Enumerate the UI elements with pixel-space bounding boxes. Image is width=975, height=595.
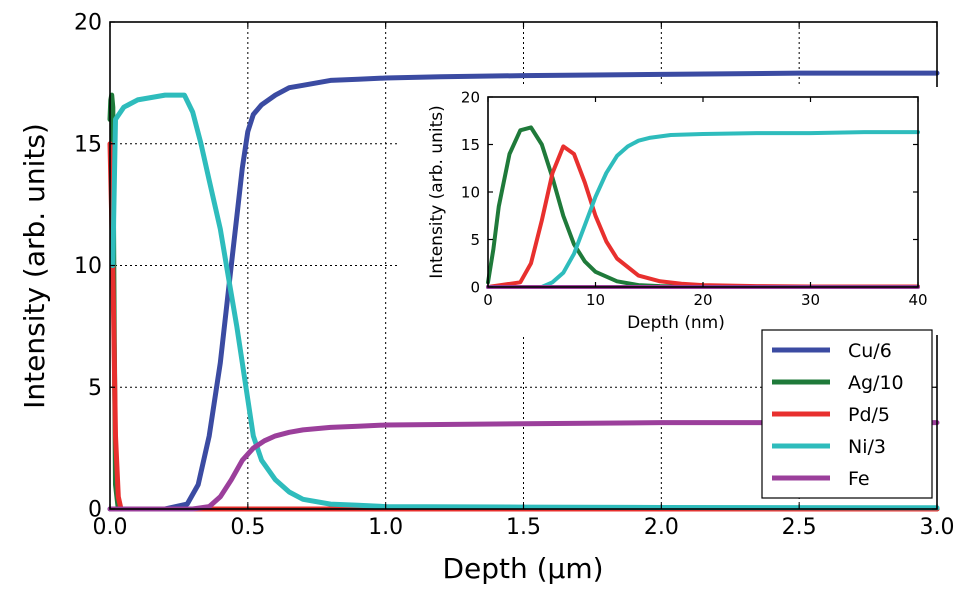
legend: Cu/6 Ag/10 Pd/5 Ni/3 Fe [761, 329, 933, 499]
main-series-fe [107, 420, 940, 512]
inset-y-tick-label: 15 [461, 136, 480, 154]
main-y-tick-label: 15 [74, 132, 102, 157]
inset-y-tick-label: 0 [470, 278, 480, 296]
main-x-tick-label: 2.5 [782, 515, 817, 540]
inset-series-ni-3 [486, 130, 920, 289]
inset-x-axis-label: Depth (nm) [627, 313, 725, 333]
inset-chart: 0 10 20 30 40 0 5 10 15 20 Intensity (arb. units)… [398, 87, 942, 335]
inset-y-axis-label: Intensity (arb. units) [427, 105, 447, 278]
inset-y-tick-label: 20 [461, 88, 480, 106]
inset-x-tick-label: 40 [908, 291, 927, 309]
legend-label-fe: Fe [848, 468, 870, 490]
main-y-tick-label: 10 [74, 254, 102, 279]
main-x-axis-label: Depth (µm) [442, 552, 603, 585]
main-ticks: 0.0 0.5 1.0 1.5 2.0 2.5 3.0 0 5 10 15 20 [74, 11, 955, 540]
inset-y-tick-label: 5 [470, 231, 480, 249]
legend-label-cu-6: Cu/6 [848, 340, 892, 362]
inset-y-tick-label: 10 [461, 183, 480, 201]
main-series-cu-6 [107, 70, 940, 512]
main-x-tick-label: 0.0 [93, 515, 128, 540]
main-y-tick-label: 5 [88, 376, 102, 401]
inset-x-tick-label: 0 [483, 291, 493, 309]
main-y-axis-label: Intensity (arb. units) [18, 123, 51, 409]
legend-label-ni-3: Ni/3 [848, 436, 886, 458]
main-x-tick-label: 1.0 [368, 515, 403, 540]
legend-label-ag-10: Ag/10 [848, 372, 904, 394]
main-x-tick-label: 3.0 [920, 515, 955, 540]
inset-x-tick-label: 10 [586, 291, 605, 309]
main-y-tick-label: 0 [88, 498, 102, 523]
main-series-ni-3 [110, 92, 940, 511]
main-x-tick-label: 2.0 [644, 515, 679, 540]
inset-x-tick-label: 30 [801, 291, 820, 309]
inset-ticks: 0 10 20 30 40 0 5 10 15 20 [461, 88, 928, 309]
legend-label-pd-5: Pd/5 [848, 404, 890, 426]
inset-x-tick-label: 20 [693, 291, 712, 309]
inset-background [398, 87, 942, 335]
main-x-tick-label: 1.5 [506, 515, 541, 540]
main-x-tick-label: 0.5 [230, 515, 265, 540]
main-y-tick-label: 20 [74, 11, 102, 36]
